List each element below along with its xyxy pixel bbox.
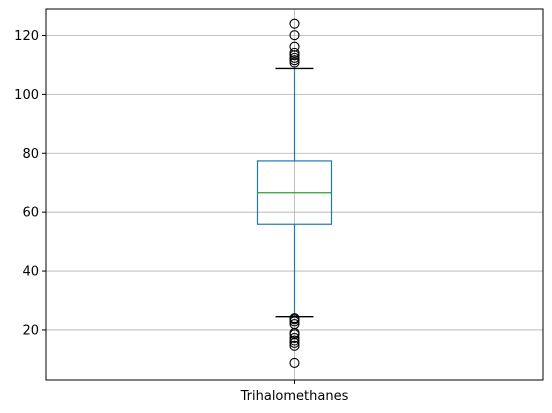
outlier-point — [289, 18, 300, 29]
x-tick-label: Trihalomethanes — [240, 389, 349, 404]
outlier-point — [289, 57, 300, 68]
y-tick-label: 80 — [22, 147, 39, 162]
outlier-point — [289, 55, 300, 66]
y-tick-label: 120 — [14, 29, 39, 44]
y-tick-label: 40 — [22, 265, 39, 280]
outlier-point — [289, 47, 300, 58]
tick-layer: 20 40 60 80 100 120 — [14, 29, 295, 384]
y-tick-label: 60 — [22, 206, 39, 221]
outlier-point — [289, 313, 300, 324]
outlier-point — [289, 41, 300, 52]
outlier-point — [289, 335, 300, 346]
outlier-point — [289, 332, 300, 343]
outlier-point — [289, 340, 300, 351]
outlier-point — [289, 52, 300, 63]
outlier-point — [289, 357, 300, 368]
y-tick-label: 20 — [22, 323, 39, 338]
box-layer — [256, 18, 333, 368]
outlier-point — [289, 30, 300, 41]
outlier-point — [289, 319, 300, 330]
y-tick-label: 100 — [14, 88, 39, 103]
